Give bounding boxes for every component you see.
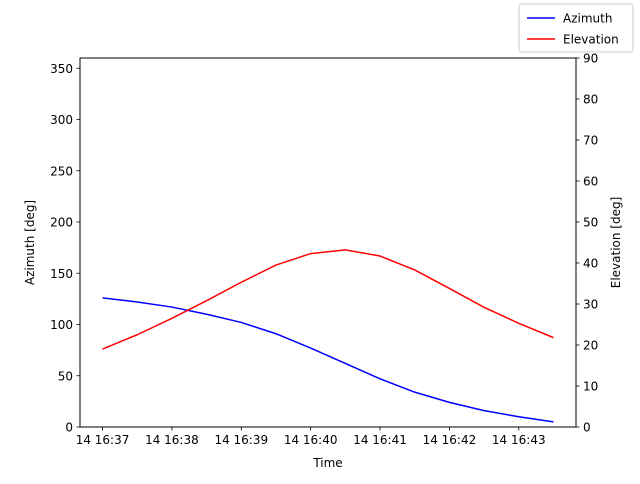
legend: Azimuth Elevation	[518, 3, 634, 53]
plot-frame	[79, 57, 577, 428]
left-y-tick-label: 350	[50, 62, 73, 76]
right-axis-label: Elevation [deg]	[609, 197, 623, 289]
legend-box	[518, 3, 634, 53]
right-y-tick-label: 80	[583, 93, 598, 107]
series-layer	[102, 249, 554, 423]
series-line-azimuth	[102, 297, 554, 423]
left-axis-label: Azimuth [deg]	[23, 200, 37, 285]
legend-label-azimuth: Azimuth	[563, 12, 612, 26]
left-y-tick-label: 200	[50, 216, 73, 230]
right-y-tick-label: 30	[583, 298, 598, 312]
x-axis-label: Time	[312, 456, 342, 470]
left-y-tick-label: 0	[65, 421, 73, 435]
x-tick-label: 14 16:40	[284, 433, 338, 447]
x-tick-label: 14 16:39	[214, 433, 268, 447]
right-y-tick-label: 70	[583, 134, 598, 148]
series-line-elevation	[102, 249, 554, 350]
left-y-tick-label: 250	[50, 164, 73, 178]
right-y-tick-label: 20	[583, 339, 598, 353]
legend-label-elevation: Elevation	[563, 33, 619, 47]
x-tick-label: 14 16:38	[145, 433, 199, 447]
x-tick-label: 14 16:37	[76, 433, 130, 447]
right-y-tick-label: 40	[583, 257, 598, 271]
x-tick-label: 14 16:41	[353, 433, 407, 447]
left-y-tick-label: 300	[50, 113, 73, 127]
right-y-tick-label: 0	[583, 421, 591, 435]
right-y-tick-label: 90	[583, 52, 598, 66]
x-tick-label: 14 16:43	[492, 433, 546, 447]
right-y-tick-label: 50	[583, 216, 598, 230]
axes-layer: 14 16:37 14 16:38 14 16:39 14 16:40 14 16:41…	[50, 52, 598, 448]
left-y-tick-label: 150	[50, 267, 73, 281]
right-y-tick-label: 60	[583, 175, 598, 189]
left-y-tick-label: 100	[50, 318, 73, 332]
left-y-tick-label: 50	[58, 369, 73, 383]
right-y-tick-label: 10	[583, 380, 598, 394]
x-tick-label: 14 16:42	[423, 433, 477, 447]
